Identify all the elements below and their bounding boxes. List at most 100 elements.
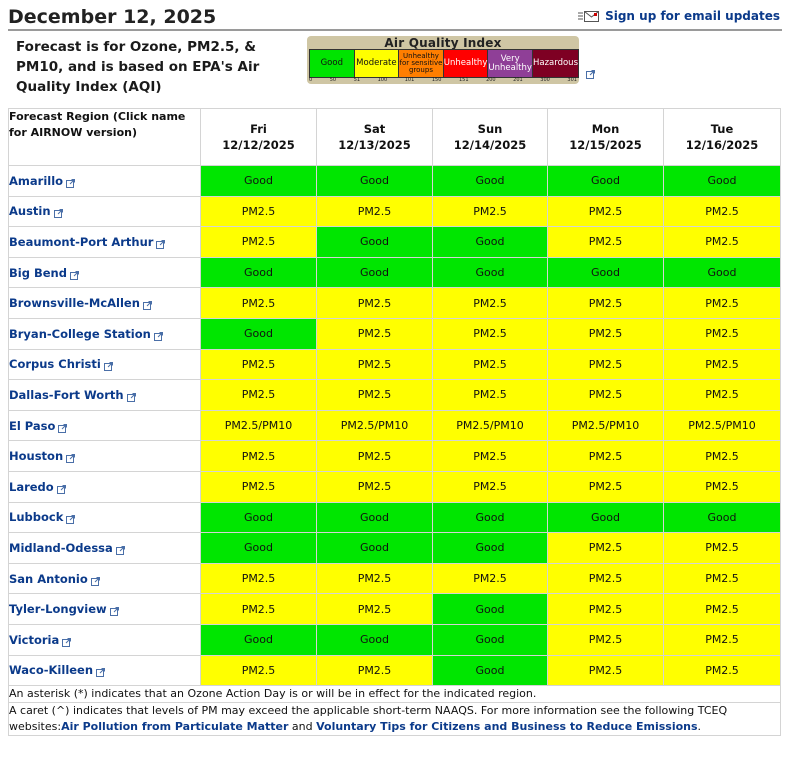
forecast-cell: PM2.5/PM10 bbox=[432, 409, 548, 442]
region-cell[interactable]: Amarillo bbox=[8, 165, 201, 197]
region-link[interactable]: Bryan-College Station bbox=[9, 326, 151, 341]
region-link[interactable]: Victoria bbox=[9, 632, 60, 647]
forecast-cell: PM2.5 bbox=[663, 562, 781, 595]
forecast-cell: PM2.5 bbox=[316, 348, 433, 381]
table-row: Big Bend Good Good Good Good Good bbox=[8, 256, 781, 289]
caret-note-row: A caret (^) indicates that levels of PM … bbox=[8, 702, 781, 737]
region-link[interactable]: Corpus Christi bbox=[9, 357, 101, 372]
forecast-cell: PM2.5 bbox=[316, 593, 433, 625]
region-link[interactable]: Big Bend bbox=[9, 265, 67, 280]
region-cell[interactable]: Waco-Killeen bbox=[8, 654, 201, 687]
forecast-cell: PM2.5 bbox=[316, 470, 433, 503]
region-cell[interactable]: Houston bbox=[8, 440, 201, 472]
forecast-cell: Good bbox=[547, 256, 664, 289]
table-row: Victoria Good Good Good PM2.5 PM2.5 bbox=[8, 623, 781, 656]
region-cell[interactable]: Austin bbox=[8, 195, 201, 228]
forecast-cell: PM2.5 bbox=[663, 226, 781, 258]
region-cell[interactable]: Dallas-Fort Worth bbox=[8, 379, 201, 411]
region-cell[interactable]: Laredo bbox=[8, 470, 201, 503]
forecast-cell: PM2.5 bbox=[547, 654, 664, 687]
forecast-cell: PM2.5 bbox=[200, 654, 317, 687]
forecast-cell: PM2.5 bbox=[432, 287, 548, 319]
forecast-cell: PM2.5 bbox=[200, 226, 317, 258]
region-link[interactable]: Austin bbox=[9, 204, 51, 219]
asterisk-note-row: An asterisk (*) indicates that an Ozone … bbox=[8, 685, 781, 704]
region-link[interactable]: Amarillo bbox=[9, 173, 64, 188]
forecast-cell: Good bbox=[547, 165, 664, 197]
forecast-cell: PM2.5 bbox=[200, 287, 317, 319]
particulate-matter-link[interactable]: Air Pollution from Particulate Matter bbox=[61, 720, 289, 734]
region-cell[interactable]: Tyler-Longview bbox=[8, 593, 201, 625]
region-link[interactable]: Brownsville-McAllen bbox=[9, 296, 140, 311]
region-cell[interactable]: Midland-Odessa bbox=[8, 532, 201, 564]
forecast-cell: PM2.5 bbox=[663, 379, 781, 411]
forecast-cell: PM2.5/PM10 bbox=[200, 409, 317, 442]
table-row: Dallas-Fort Worth PM2.5 PM2.5 PM2.5 PM2.5 PM2… bbox=[8, 379, 781, 411]
region-cell[interactable]: Victoria bbox=[8, 623, 201, 656]
region-link[interactable]: Houston bbox=[9, 449, 64, 464]
forecast-cell: PM2.5 bbox=[200, 348, 317, 381]
forecast-cell: PM2.5 bbox=[547, 195, 664, 228]
region-cell[interactable]: Lubbock bbox=[8, 501, 201, 534]
aqi-usg: Unhealthy for sensitive groups bbox=[399, 50, 444, 77]
region-cell[interactable]: Big Bend bbox=[8, 256, 201, 289]
forecast-cell: Good bbox=[663, 165, 781, 197]
external-link-icon bbox=[153, 330, 163, 341]
forecast-cell: PM2.5 bbox=[432, 195, 548, 228]
region-link[interactable]: Midland-Odessa bbox=[9, 540, 113, 555]
region-link[interactable]: San Antonio bbox=[9, 571, 88, 586]
region-link[interactable]: Waco-Killeen bbox=[9, 663, 94, 678]
forecast-cell: PM2.5 bbox=[547, 379, 664, 411]
external-link-icon bbox=[103, 360, 113, 372]
forecast-cell: PM2.5 bbox=[663, 348, 781, 381]
table-row: Bryan-College Station Good PM2.5 PM2.5 PM2.5… bbox=[8, 317, 781, 350]
table-row: Amarillo Good Good Good Good Good bbox=[8, 165, 781, 197]
forecast-rows: Amarillo Good Good Good Good Good Austin PM2.5 P… bbox=[8, 165, 781, 687]
forecast-cell: Good bbox=[432, 593, 548, 625]
forecast-cell: PM2.5 bbox=[316, 317, 433, 350]
forecast-cell: PM2.5 bbox=[432, 317, 548, 350]
aqi-scale-tick: 150 bbox=[431, 77, 442, 83]
region-link[interactable]: El Paso bbox=[9, 418, 56, 433]
aqi-legend[interactable]: Air Quality Index Good Moderate Unhealth… bbox=[307, 36, 579, 84]
forecast-cell: PM2.5 bbox=[663, 654, 781, 687]
forecast-cell: Good bbox=[316, 226, 433, 258]
region-link[interactable]: Lubbock bbox=[9, 510, 64, 525]
forecast-cell: Good bbox=[200, 256, 317, 289]
external-link-icon[interactable] bbox=[586, 64, 595, 79]
forecast-cell: Good bbox=[432, 501, 548, 534]
table-row: Brownsville-McAllen PM2.5 PM2.5 PM2.5 PM2.5 P… bbox=[8, 287, 781, 319]
region-link[interactable]: Tyler-Longview bbox=[9, 602, 107, 617]
day-column-header: Mon 12/15/2025 bbox=[547, 108, 664, 166]
forecast-cell: Good bbox=[432, 226, 548, 258]
forecast-cell: Good bbox=[316, 532, 433, 564]
region-cell[interactable]: El Paso bbox=[8, 409, 201, 442]
forecast-cell: PM2.5 bbox=[316, 440, 433, 472]
region-cell[interactable]: Corpus Christi bbox=[8, 348, 201, 381]
aqi-scale-tick: 0 bbox=[309, 77, 313, 83]
forecast-cell: PM2.5 bbox=[663, 593, 781, 625]
forecast-cell: PM2.5/PM10 bbox=[316, 409, 433, 442]
caret-note-text: A caret (^) indicates that levels of PM … bbox=[9, 704, 728, 734]
region-link[interactable]: Beaumont-Port Arthur bbox=[9, 234, 154, 249]
external-link-icon bbox=[109, 605, 119, 617]
day-name: Sun bbox=[477, 122, 503, 136]
forecast-cell: PM2.5 bbox=[663, 623, 781, 656]
email-signup-link[interactable]: Sign up for email updates bbox=[578, 9, 780, 23]
forecast-cell: PM2.5 bbox=[547, 348, 664, 381]
region-cell[interactable]: Brownsville-McAllen bbox=[8, 287, 201, 319]
forecast-cell: PM2.5 bbox=[432, 440, 548, 472]
day-name: Tue bbox=[710, 122, 734, 136]
region-link[interactable]: Dallas-Fort Worth bbox=[9, 387, 124, 402]
region-cell[interactable]: San Antonio bbox=[8, 562, 201, 595]
voluntary-tips-link[interactable]: Voluntary Tips for Citizens and Business… bbox=[316, 720, 698, 734]
forecast-cell: Good bbox=[316, 623, 433, 656]
external-link-icon bbox=[96, 666, 106, 678]
region-link[interactable]: Laredo bbox=[9, 479, 54, 494]
day-date: 12/12/2025 bbox=[222, 138, 295, 152]
aqi-legend-title: Air Quality Index bbox=[384, 36, 502, 50]
region-cell[interactable]: Beaumont-Port Arthur bbox=[8, 226, 201, 258]
forecast-cell: PM2.5 bbox=[316, 562, 433, 595]
region-cell[interactable]: Bryan-College Station bbox=[8, 317, 201, 350]
day-name: Mon bbox=[591, 122, 620, 136]
